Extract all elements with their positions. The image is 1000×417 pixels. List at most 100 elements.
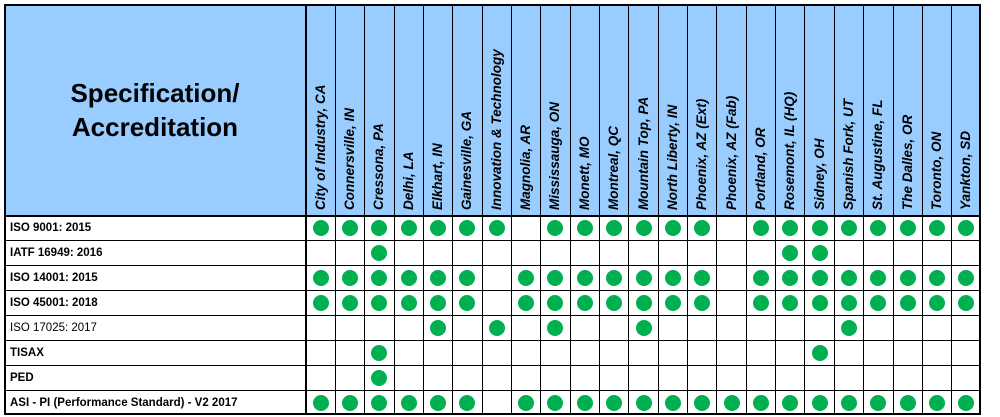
accreditation-mark xyxy=(371,344,388,361)
accreditation-mark xyxy=(782,270,799,287)
location-header-cell: City of Industry, CA xyxy=(306,4,336,216)
accreditation-mark xyxy=(371,394,388,411)
location-header-cell: Portland, OR xyxy=(746,4,776,216)
accreditation-mark xyxy=(840,270,857,287)
grid-line-vertical xyxy=(833,4,835,416)
location-header-label: Spanish Fork, UT xyxy=(840,98,856,210)
accreditation-mark xyxy=(400,295,417,312)
grid-line-vertical xyxy=(334,4,336,416)
accreditation-mark xyxy=(782,245,799,262)
grid-line-vertical xyxy=(863,4,865,416)
accreditation-mark xyxy=(958,220,975,237)
accreditation-mark xyxy=(899,270,916,287)
accreditation-mark xyxy=(929,295,946,312)
location-header-cell: North Liberty, IN xyxy=(658,4,688,216)
accreditation-mark xyxy=(635,270,652,287)
spec-header-cell: Specification/ Accreditation xyxy=(4,4,306,216)
spec-row-label: ISO 9001: 2015 xyxy=(10,222,92,235)
location-header-cell: Magnolia, AR xyxy=(511,4,541,216)
accreditation-mark xyxy=(606,270,623,287)
location-header-cell: Elkhart, IN xyxy=(423,4,453,216)
location-header-cell: Mississauga, ON xyxy=(540,4,571,216)
spec-row-label: ISO 17025: 2017 xyxy=(10,322,97,335)
grid-line-vertical xyxy=(540,4,542,416)
accreditation-mark xyxy=(723,394,740,411)
grid-line-vertical xyxy=(569,4,571,416)
accreditation-mark xyxy=(811,220,828,237)
accreditation-mark xyxy=(840,220,857,237)
accreditation-mark xyxy=(576,220,593,237)
accreditation-mark xyxy=(430,394,447,411)
grid-line-vertical xyxy=(364,4,366,416)
location-header-label: St. Augustine, FL xyxy=(870,99,886,211)
accreditation-mark xyxy=(899,220,916,237)
accreditation-mark xyxy=(899,295,916,312)
accreditation-mark xyxy=(430,320,447,337)
grid-line-horizontal xyxy=(4,290,982,292)
grid-line-horizontal xyxy=(4,389,982,391)
location-header-label: Mountain Top, PA xyxy=(635,96,651,210)
spec-row-label: ISO 45001: 2018 xyxy=(10,297,98,310)
accreditation-mark xyxy=(694,394,711,411)
accreditation-mark xyxy=(547,295,564,312)
grid-line-vertical xyxy=(804,4,806,416)
accreditation-mark xyxy=(459,270,476,287)
accreditation-mark xyxy=(870,394,887,411)
accreditation-mark xyxy=(899,394,916,411)
grid-line-vertical xyxy=(452,4,454,416)
grid-line-horizontal xyxy=(4,364,982,366)
accreditation-mark xyxy=(958,270,975,287)
accreditation-mark xyxy=(635,394,652,411)
location-header-cell: The Dalles, OR xyxy=(893,4,923,216)
location-header-cell: Rosemont, IL (HQ) xyxy=(775,4,805,216)
location-header-cell: Montreal, QC xyxy=(599,4,629,216)
accreditation-mark xyxy=(342,270,359,287)
grid-line-vertical xyxy=(422,4,424,416)
location-header-cell: St. Augustine, FL xyxy=(863,4,893,216)
spec-row-label: IATF 16949: 2016 xyxy=(10,247,103,260)
accreditation-mark xyxy=(811,245,828,262)
accreditation-mark xyxy=(606,295,623,312)
location-header-cell: Sidney, OH xyxy=(804,4,835,216)
accreditation-mark xyxy=(488,320,505,337)
accreditation-mark xyxy=(840,295,857,312)
spec-row-label: PED xyxy=(10,371,34,384)
grid-line-horizontal xyxy=(4,4,982,6)
grid-line-vertical xyxy=(481,4,483,416)
accreditation-mark xyxy=(459,295,476,312)
location-header-cell: Mountain Top, PA xyxy=(628,4,659,216)
accreditation-mark xyxy=(312,270,329,287)
accreditation-mark xyxy=(635,220,652,237)
accreditation-mark xyxy=(342,394,359,411)
location-header-cell: Yankton, SD xyxy=(951,4,982,216)
grid-line-horizontal xyxy=(4,340,982,341)
accreditation-mark xyxy=(371,295,388,312)
accreditation-mark xyxy=(312,295,329,312)
accreditation-mark xyxy=(664,270,681,287)
accreditation-mark xyxy=(840,320,857,337)
grid-line-vertical xyxy=(305,4,307,416)
accreditation-mark xyxy=(400,220,417,237)
grid-line-vertical xyxy=(393,4,395,416)
location-header-label: Mississauga, ON xyxy=(547,101,563,210)
accreditation-mark xyxy=(342,220,359,237)
accreditation-mark xyxy=(958,394,975,411)
grid-line-horizontal xyxy=(4,315,982,317)
accreditation-mark xyxy=(518,394,535,411)
accreditation-mark xyxy=(929,220,946,237)
accreditation-mark xyxy=(400,394,417,411)
location-header-label: City of Industry, CA xyxy=(312,84,328,210)
location-header-label: Gainesville, GA xyxy=(459,110,475,210)
accreditation-mark xyxy=(312,394,329,411)
accreditation-mark xyxy=(547,270,564,287)
accreditation-mark xyxy=(400,270,417,287)
grid-line-vertical xyxy=(657,4,659,416)
location-header-cell: Connersville, IN xyxy=(335,4,365,216)
accreditation-mark xyxy=(782,220,799,237)
accreditation-mark xyxy=(782,394,799,411)
spec-row-label: ISO 14001: 2015 xyxy=(10,272,98,285)
grid-line-vertical xyxy=(510,4,512,416)
accreditation-mark xyxy=(576,394,593,411)
accreditation-mark xyxy=(371,369,388,386)
spec-header-title: Specification/ Accreditation xyxy=(70,76,239,144)
